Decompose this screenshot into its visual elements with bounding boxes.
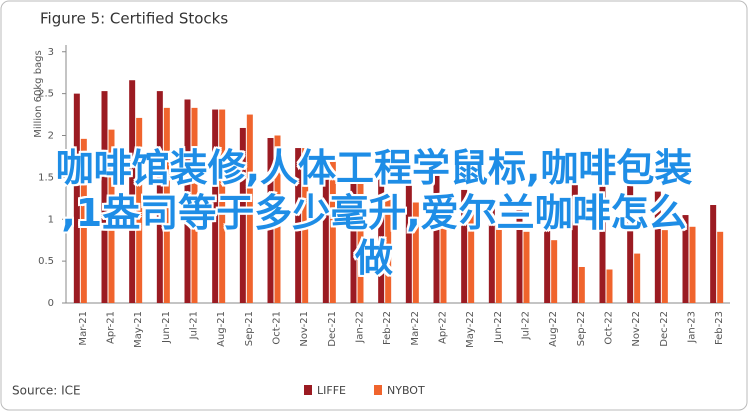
bar: [129, 80, 136, 303]
y-tick-label: 1.5: [38, 172, 54, 183]
x-tick-label: Jan-22: [355, 311, 366, 344]
bar: [329, 156, 336, 303]
bar: [544, 210, 551, 303]
y-axis-label: Million 60kg bags: [33, 50, 44, 137]
legend-label: LIFFE: [317, 384, 346, 397]
x-tick-label: Sep-22: [576, 311, 587, 346]
bar: [412, 202, 419, 303]
bar: [322, 156, 329, 303]
bar: [246, 114, 253, 303]
bar: [378, 177, 385, 303]
bar: [717, 231, 724, 303]
x-tick-label: Feb-23: [714, 311, 725, 345]
legend-swatch: [304, 385, 312, 395]
y-tick-label: 1: [48, 214, 54, 225]
x-tick-label: Jan-23: [687, 311, 698, 344]
x-tick-label: Mar-21: [78, 311, 89, 346]
bar: [156, 91, 163, 303]
bar: [385, 194, 392, 303]
legend-swatch: [374, 385, 382, 395]
bar: [267, 138, 274, 303]
bar: [523, 231, 530, 303]
x-tick-label: Oct-22: [604, 311, 615, 345]
bar: [212, 109, 219, 303]
x-tick-label: Apr-21: [106, 311, 117, 344]
y-tick-label: 0.5: [38, 256, 54, 267]
bar: [433, 170, 440, 303]
x-tick-label: Mar-22: [410, 311, 421, 346]
bar: [661, 230, 668, 303]
bar: [468, 210, 475, 303]
x-tick-label: Jul-22: [521, 311, 532, 340]
chart-title: Figure 5: Certified Stocks: [40, 10, 228, 28]
bar: [627, 184, 634, 303]
bar: [239, 127, 246, 304]
bar: [634, 253, 641, 303]
x-tick-label: Sep-21: [244, 311, 255, 346]
x-tick-label: Aug-22: [548, 311, 559, 347]
bar: [73, 93, 80, 303]
bar: [516, 210, 523, 303]
bar: [350, 169, 357, 303]
x-tick-label: May-21: [133, 311, 144, 348]
overlay-line: 咖啡馆装修,人体工程学鼠标,咖啡包装: [55, 146, 693, 190]
x-tick-label: Nov-21: [299, 311, 310, 347]
overlay-line: ,1盎司等于多少毫升,爱尔兰咖啡怎么: [61, 191, 687, 235]
bar: [184, 99, 191, 303]
bar: [606, 269, 613, 303]
x-tick-label: Apr-22: [438, 311, 449, 344]
bar: [405, 185, 412, 303]
overlay-line: 做: [354, 236, 393, 280]
x-tick-label: Oct-21: [272, 311, 283, 345]
bar: [682, 215, 689, 303]
x-tick-label: Dec-22: [659, 311, 670, 347]
source: Source: ICE: [12, 384, 81, 398]
x-tick-label: Jun-21: [161, 311, 172, 344]
bar: [710, 205, 717, 303]
y-tick-label: 2: [48, 131, 54, 142]
overlay-text: 咖啡馆装修,人体工程学鼠标,咖啡包装 ,1盎司等于多少毫升,爱尔兰咖啡怎么做: [0, 146, 748, 281]
y-tick-label: 2.5: [38, 89, 54, 100]
x-tick-label: Aug-21: [216, 311, 227, 347]
bar: [191, 107, 198, 303]
bar: [163, 107, 170, 303]
bar: [689, 226, 696, 303]
bar: [295, 148, 302, 303]
bar: [461, 189, 468, 303]
bar: [136, 117, 143, 303]
bar: [654, 191, 661, 303]
bar: [108, 129, 115, 303]
bar: [101, 91, 108, 303]
bar: [495, 223, 502, 303]
bar: [571, 174, 578, 303]
bar: [599, 178, 606, 303]
x-tick-label: May-22: [465, 311, 476, 348]
bar: [551, 240, 558, 303]
x-tick-label: Feb-22: [382, 311, 393, 345]
x-tick-label: Dec-21: [327, 311, 338, 347]
bar: [80, 138, 87, 303]
bar: [578, 266, 585, 303]
x-tick-label: Jun-22: [493, 311, 504, 344]
y-tick-label: 0: [48, 298, 54, 309]
bar: [219, 109, 226, 303]
bar: [440, 206, 447, 303]
legend-label: NYBOT: [387, 384, 425, 397]
x-tick-label: Jul-21: [189, 311, 200, 340]
bar: [488, 202, 495, 303]
bar: [302, 148, 309, 303]
bar: [357, 177, 364, 303]
bar: [274, 135, 281, 303]
y-tick-label: 3: [48, 47, 54, 58]
x-tick-label: Nov-22: [631, 311, 642, 347]
